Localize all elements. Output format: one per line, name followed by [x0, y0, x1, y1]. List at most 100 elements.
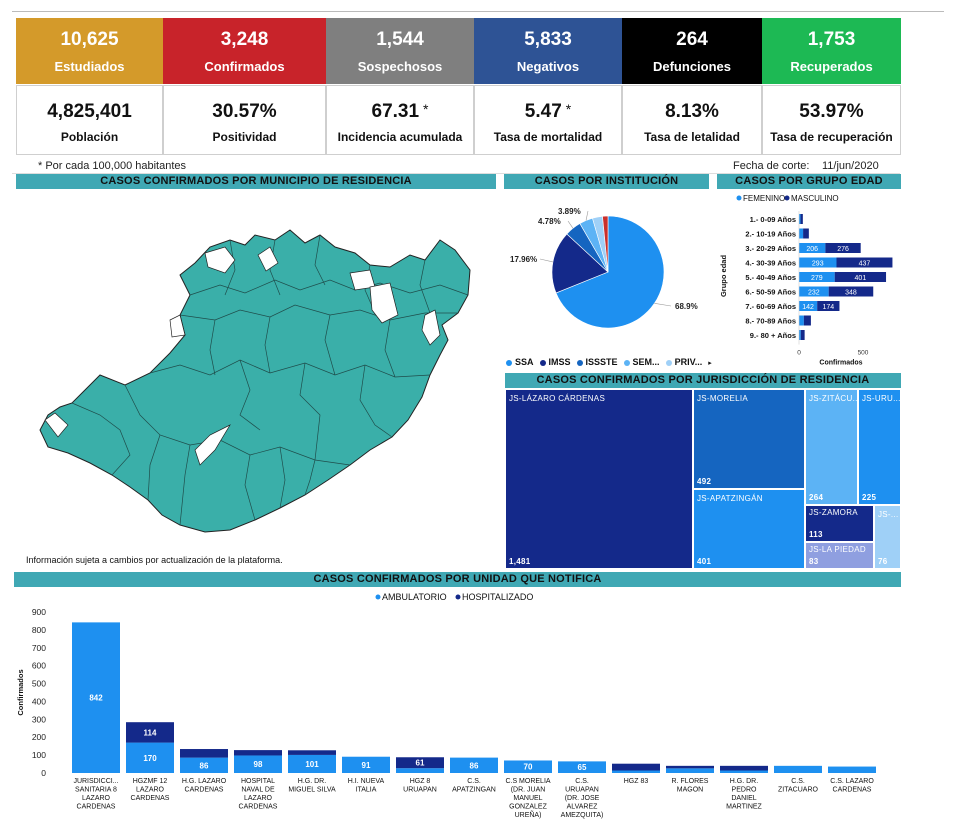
- unit-bar-label: 91: [362, 761, 371, 770]
- unit-category-label: CARDENAS: [185, 787, 224, 794]
- unit-category-label: UREÑA): [515, 810, 542, 819]
- age-bar: [799, 330, 801, 340]
- age-bar-label: 206: [806, 246, 818, 253]
- treemap-tile-count: 113: [809, 530, 823, 539]
- kpi-value: 1,544: [376, 29, 424, 50]
- kpi-label: Estudiados: [54, 59, 125, 74]
- legend-label: IMSS: [548, 357, 571, 367]
- unit-category-label: (DR. JOSE: [565, 795, 600, 802]
- unit-category-label: H.G. LAZARO: [182, 778, 227, 785]
- legend-item[interactable]: ISSSTE: [576, 357, 618, 367]
- age-bar: [799, 272, 835, 282]
- pie-leader: [567, 220, 574, 229]
- stat-value: 30.57%: [212, 101, 277, 122]
- jurisdiction-section-title: CASOS CONFIRMADOS POR JURISDICCIÓN DE RE…: [505, 373, 901, 388]
- unit-bar: [666, 768, 714, 773]
- stat-value: 8.13%: [665, 101, 719, 122]
- age-category-label: 5.- 40-49 Años: [745, 273, 796, 282]
- stat-label: Positividad: [212, 130, 277, 144]
- legend-dot: [665, 359, 672, 366]
- legend-label: PRIV...: [674, 357, 703, 367]
- kpi-value: 1,753: [807, 29, 856, 50]
- treemap-tile-count: 76: [878, 557, 888, 566]
- age-bar-label: 293: [812, 261, 824, 268]
- age-category-label: 1.- 0-09 Años: [750, 215, 796, 224]
- treemap-tile-name: JS-ZITÁCU...: [809, 394, 861, 403]
- kpi-tile-sospechosos: 1,544 Sospechosos: [326, 18, 474, 84]
- treemap-tile[interactable]: JS-ZITÁCU... 264: [805, 389, 861, 505]
- treemap-tile-count: 401: [697, 557, 712, 566]
- treemap-tile-name: JS-URU...: [862, 394, 901, 403]
- legend-item[interactable]: IMSS: [539, 357, 571, 367]
- age-bar: [836, 257, 893, 268]
- unit-category-label: MANUEL: [513, 795, 542, 802]
- age-bar-label: 348: [845, 290, 857, 297]
- pie-leader: [539, 258, 553, 263]
- unit-category-label: (DR. JUAN: [511, 787, 546, 794]
- legend-item[interactable]: SEM...: [623, 357, 660, 367]
- unit-bar-label: 86: [200, 761, 209, 770]
- age-x-tick: 0: [797, 350, 801, 357]
- unit-bar: [180, 749, 228, 758]
- age-category-label: 9.- 80 + Años: [750, 331, 796, 340]
- age-bar: [825, 243, 861, 253]
- unit-bar: [558, 761, 606, 773]
- unit-y-tick: 100: [32, 750, 46, 760]
- kpi-label: Defunciones: [652, 59, 731, 74]
- unit-bar: [450, 757, 498, 773]
- unit-category-label: H.I. NUEVA: [348, 778, 385, 785]
- unit-section-title: CASOS CONFIRMADOS POR UNIDAD QUE NOTIFIC…: [14, 572, 901, 587]
- unit-bar: [72, 622, 120, 773]
- cutoff-label: Fecha de corte:: [733, 160, 810, 172]
- unit-category-label: ITALIA: [356, 787, 377, 794]
- unit-category-label: MARTINEZ: [726, 804, 762, 811]
- age-bar: [799, 214, 801, 224]
- unit-category-label: HGZ 83: [624, 778, 649, 785]
- legend-dot: [736, 195, 742, 201]
- unit-bar: [126, 722, 174, 743]
- treemap-tile[interactable]: JS-URU... 225: [858, 389, 901, 505]
- treemap-tile[interactable]: JS-LÁZARO CÁRDENAS 1,481: [505, 389, 693, 569]
- stat-label: Incidencia acumulada: [337, 130, 463, 144]
- unit-bar: [612, 770, 660, 773]
- treemap-tile[interactable]: JS-ZAMORA 113: [805, 505, 874, 542]
- unit-bar: [234, 755, 282, 773]
- age-bar-label: 401: [855, 275, 867, 282]
- treemap-tile-name: JS-APATZINGÁN: [697, 494, 763, 503]
- age-bar: [800, 330, 805, 340]
- age-category-label: 7.- 60-69 Años: [745, 302, 796, 311]
- unit-category-label: R. FLORES: [672, 778, 709, 785]
- age-bar: [817, 301, 840, 311]
- treemap-tile-name: JS-ZAMORA: [809, 508, 858, 517]
- treemap-tile[interactable]: JS-LA PIEDAD 83: [805, 542, 874, 569]
- unit-bar: [126, 742, 174, 773]
- unit-category-label: MAGON: [677, 787, 703, 794]
- age-bar: [799, 243, 826, 253]
- treemap-tile[interactable]: JS-... 76: [874, 505, 901, 569]
- kpi-tile-defunciones: 264 Defunciones: [622, 18, 762, 84]
- stat-label: Tasa de letalidad: [644, 130, 740, 144]
- kpi-tile-confirmados: 3,248 Confirmados: [163, 18, 326, 84]
- unit-bar-label: 61: [416, 759, 425, 768]
- legend-label: HOSPITALIZADO: [462, 592, 533, 602]
- unit-category-label: HOSPITAL: [241, 778, 275, 785]
- legend-item[interactable]: PRIV...: [665, 357, 703, 367]
- unit-category-label: ZITACUARO: [778, 787, 818, 794]
- legend-item[interactable]: SSA: [506, 357, 534, 367]
- treemap-tile[interactable]: JS-APATZINGÁN 401: [693, 489, 805, 569]
- stat-label: Tasa de mortalidad: [493, 130, 603, 144]
- treemap-tile-count: 225: [862, 493, 877, 502]
- legend-dot: [506, 359, 512, 366]
- unit-category-label: C.S.: [791, 778, 805, 785]
- pie-slice: [602, 215, 609, 273]
- unit-category-label: CARDENAS: [77, 804, 116, 811]
- unit-category-label: LAZARO: [136, 787, 165, 794]
- unit-category-label: SANITARIA 8: [75, 787, 117, 794]
- legend-next-icon[interactable]: ▸: [708, 360, 712, 367]
- unit-category-label: JURISDICCI...: [73, 778, 118, 785]
- pie-label: 17.96%: [510, 255, 537, 264]
- unit-bar-label: 86: [470, 761, 479, 770]
- treemap-tile[interactable]: JS-MORELIA 492: [693, 389, 805, 489]
- pie-leader: [585, 210, 589, 221]
- age-bar: [803, 315, 811, 326]
